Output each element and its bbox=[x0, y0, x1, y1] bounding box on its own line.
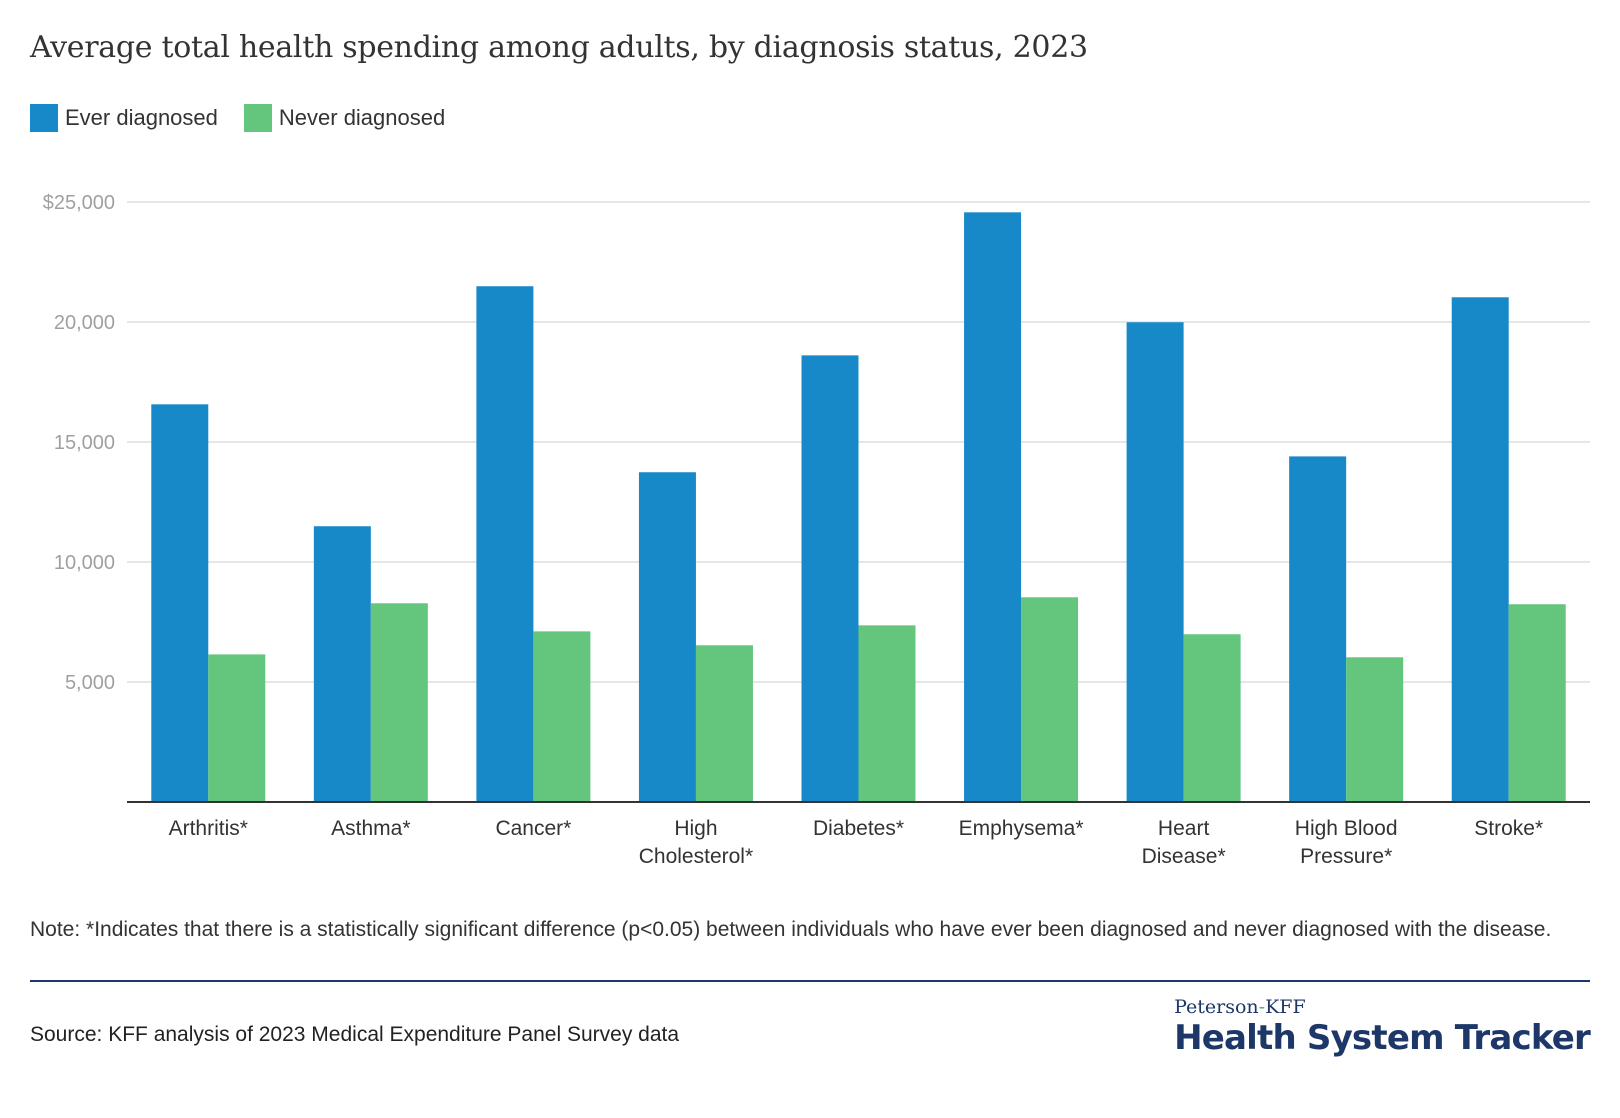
y-tick-label: 10,000 bbox=[54, 552, 115, 574]
peterson-kff-logo: Peterson-KFF Health System Tracker bbox=[1174, 996, 1591, 1058]
bar-ever-diagnosed bbox=[313, 526, 371, 802]
bar-never-diagnosed bbox=[208, 654, 266, 802]
logo-peterson-kff: Peterson-KFF bbox=[1174, 996, 1590, 1018]
y-tick-label: $25,000 bbox=[43, 192, 115, 214]
bar-never-diagnosed bbox=[370, 603, 428, 802]
chart-legend: Ever diagnosed Never diagnosed bbox=[30, 104, 471, 132]
bar-chart: 5,000 10,000 15,000 20,000 $25,000 Arthritis… bbox=[43, 192, 1590, 868]
x-tick-label: High bbox=[674, 817, 717, 840]
chart-title: Average total health spending among adul… bbox=[30, 30, 1088, 65]
logo-hyphen: - bbox=[1258, 996, 1266, 1018]
bar-ever-diagnosed bbox=[964, 212, 1022, 802]
bar-never-diagnosed bbox=[1183, 634, 1241, 802]
y-tick-label: 15,000 bbox=[54, 432, 115, 454]
chart-source: Source: KFF analysis of 2023 Medical Exp… bbox=[30, 1023, 680, 1046]
x-tick-label: Disease* bbox=[1142, 845, 1226, 868]
bar-ever-diagnosed bbox=[801, 355, 859, 802]
bar-ever-diagnosed bbox=[1289, 456, 1347, 802]
x-tick-label: Diabetes* bbox=[813, 817, 904, 840]
bar-never-diagnosed bbox=[1021, 597, 1079, 802]
legend-swatch-ever-diagnosed bbox=[30, 104, 58, 132]
bar-never-diagnosed bbox=[1508, 604, 1566, 802]
x-tick-label: Cancer* bbox=[495, 817, 571, 840]
footer-divider bbox=[30, 980, 1590, 982]
legend-item-ever-diagnosed: Ever diagnosed bbox=[30, 104, 218, 132]
bar-ever-diagnosed bbox=[1126, 322, 1184, 802]
x-tick-label: Asthma* bbox=[331, 817, 410, 840]
bars bbox=[151, 212, 1566, 802]
x-tick-label: Arthritis* bbox=[169, 817, 248, 840]
logo-kff: KFF bbox=[1265, 996, 1306, 1018]
x-axis-labels: Arthritis* Asthma* Cancer* High Cholesterol*… bbox=[169, 817, 1544, 868]
bar-never-diagnosed bbox=[533, 631, 591, 802]
x-tick-label: High Blood bbox=[1295, 817, 1398, 840]
bar-ever-diagnosed bbox=[638, 472, 696, 802]
y-axis-ticks: 5,000 10,000 15,000 20,000 $25,000 bbox=[43, 192, 115, 694]
bar-ever-diagnosed bbox=[1451, 297, 1509, 802]
logo-peterson: Peterson bbox=[1174, 996, 1259, 1018]
legend-label-ever-diagnosed: Ever diagnosed bbox=[65, 105, 218, 130]
bar-never-diagnosed bbox=[1346, 657, 1404, 802]
logo-health-system-tracker: Health System Tracker bbox=[1174, 1018, 1591, 1058]
x-tick-label: Heart bbox=[1158, 817, 1210, 840]
x-tick-label: Stroke* bbox=[1474, 817, 1543, 840]
x-tick-label: Pressure* bbox=[1300, 845, 1392, 868]
legend-item-never-diagnosed: Never diagnosed bbox=[243, 104, 446, 132]
bar-never-diagnosed bbox=[695, 645, 753, 802]
legend-swatch-never-diagnosed bbox=[243, 104, 272, 132]
x-tick-label: Cholesterol* bbox=[639, 845, 753, 868]
chart-note: Note: *Indicates that there is a statist… bbox=[30, 918, 1552, 941]
x-tick-label: Emphysema* bbox=[959, 817, 1084, 840]
bar-ever-diagnosed bbox=[476, 286, 534, 802]
y-tick-label: 20,000 bbox=[54, 312, 115, 334]
legend-label-never-diagnosed: Never diagnosed bbox=[278, 105, 446, 130]
bar-never-diagnosed bbox=[858, 625, 916, 802]
bar-ever-diagnosed bbox=[151, 404, 209, 802]
y-tick-label: 5,000 bbox=[65, 672, 115, 694]
